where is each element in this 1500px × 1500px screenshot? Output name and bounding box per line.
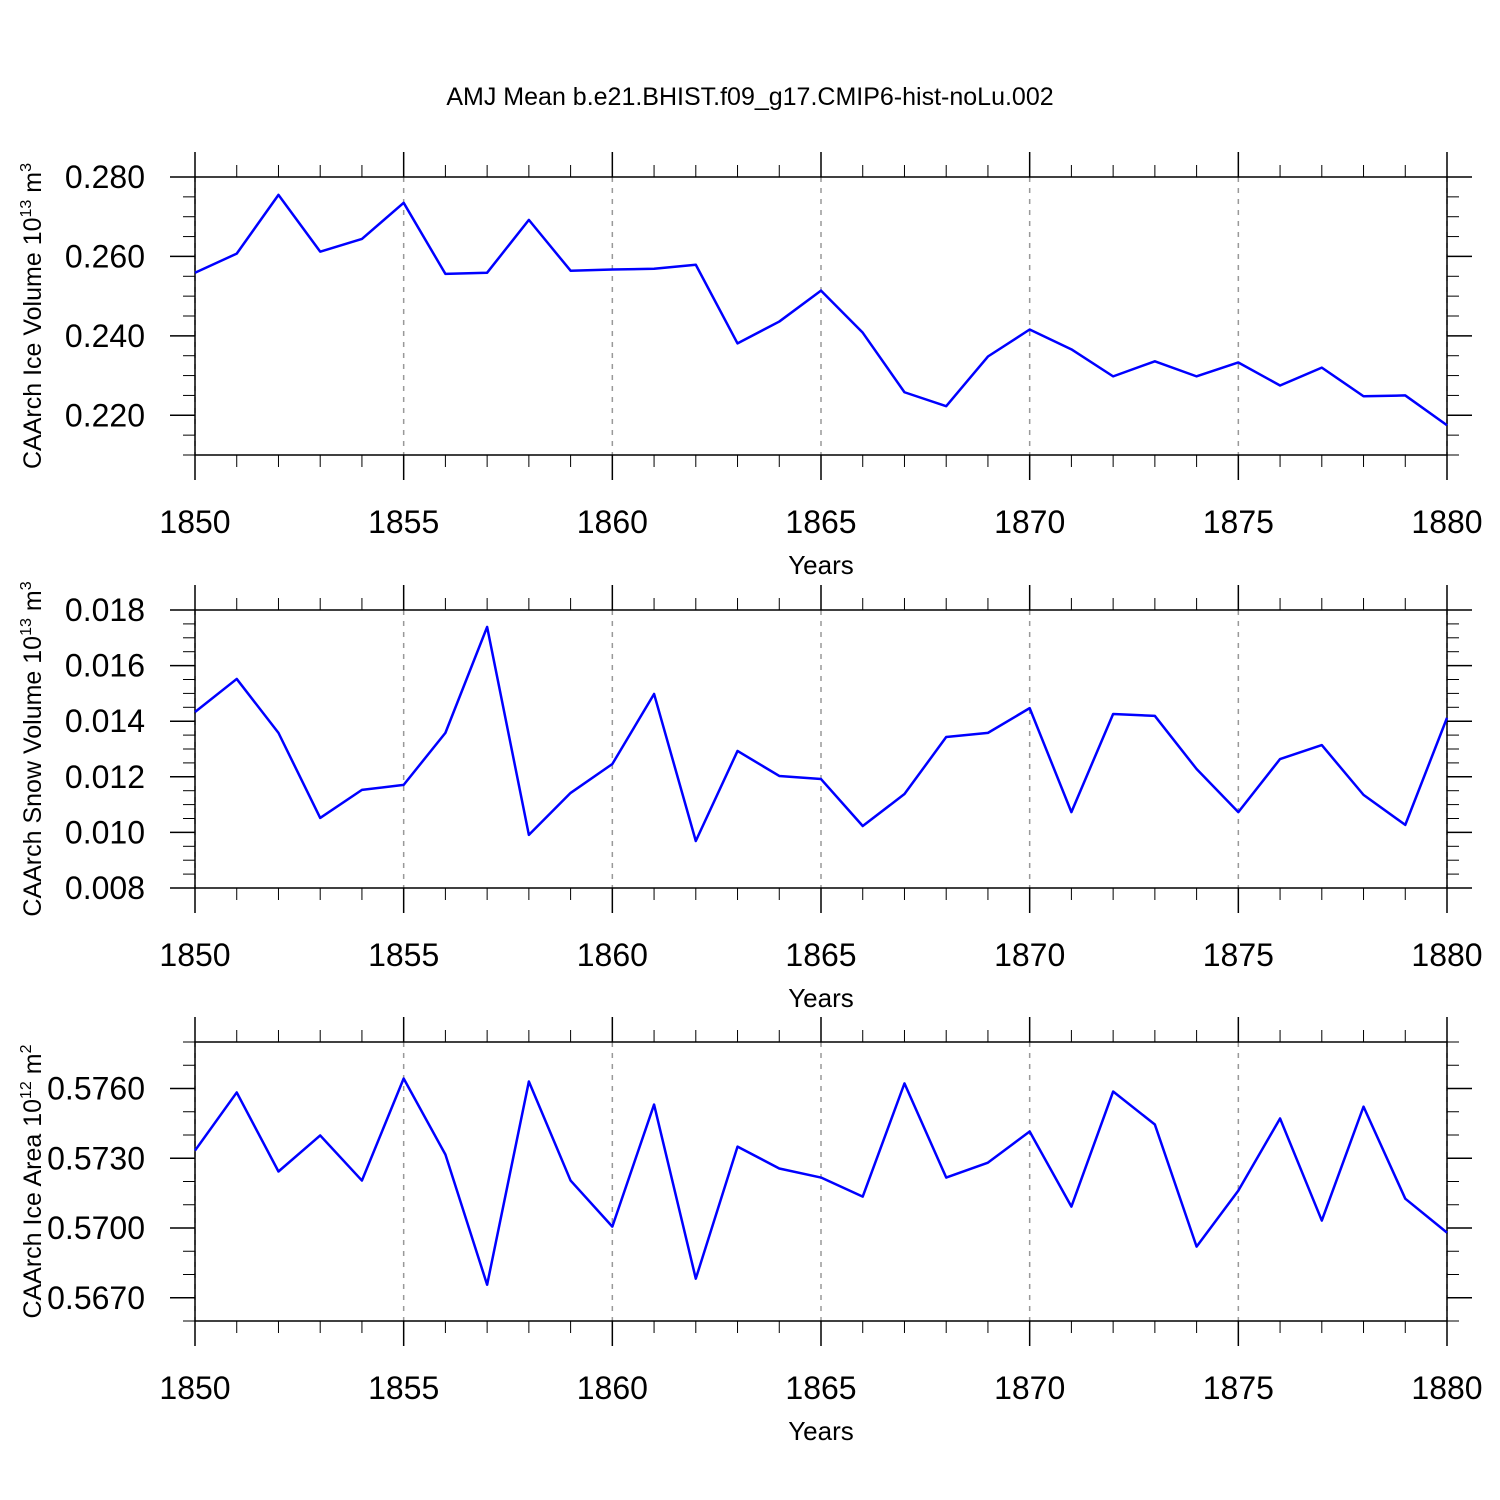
y-tick-label: 0.008 (65, 870, 145, 906)
x-tick-label: 1855 (368, 937, 439, 973)
x-tick-label: 1850 (159, 937, 230, 973)
data-line (193, 1077, 1448, 1286)
y-tick-label: 0.5760 (47, 1071, 145, 1107)
x-tick-label: 1855 (368, 1370, 439, 1406)
y-tick-label: 0.010 (65, 814, 145, 850)
y-tick-label: 0.018 (65, 592, 145, 628)
y-tick-label: 0.5700 (47, 1210, 145, 1246)
plot-frame (194, 1041, 1448, 1322)
x-axis-label: Years (788, 1416, 854, 1446)
x-axis-label: Years (788, 983, 854, 1013)
x-tick-label: 1875 (1203, 937, 1274, 973)
y-axis-label: CAArch Ice Volume 1013 m3 (18, 163, 47, 469)
y-tick-label: 0.5670 (47, 1280, 145, 1316)
x-tick-label: 1850 (159, 504, 230, 540)
x-tick-label: 1880 (1411, 937, 1482, 973)
y-tick-label: 0.5730 (47, 1140, 145, 1176)
data-line (194, 625, 1449, 843)
y-label-unit-exponent: 3 (18, 163, 35, 172)
x-tick-label: 1880 (1411, 504, 1482, 540)
y-label-unit-exponent: 2 (18, 1044, 35, 1053)
plot-frame (194, 609, 1448, 889)
x-tick-label: 1870 (994, 937, 1065, 973)
x-tick-label: 1855 (368, 504, 439, 540)
panel: 1850 1855 1860 1865 1870 1875 1880 0.008 0.010 0.… (18, 581, 1483, 1013)
x-tick-label: 1870 (994, 504, 1065, 540)
y-label-unit: m (19, 590, 47, 611)
y-tick-label: 0.014 (65, 703, 145, 739)
y-label-unit: m (19, 1053, 47, 1074)
y-tick-label: 0.240 (65, 318, 145, 354)
y-tick-label: 0.280 (65, 159, 145, 195)
x-tick-label: 1860 (577, 1370, 648, 1406)
y-label-unit: m (19, 172, 47, 193)
y-label-exponent: 12 (18, 1081, 35, 1099)
x-tick-label: 1865 (785, 937, 856, 973)
x-tick-label: 1875 (1203, 1370, 1274, 1406)
x-tick-label: 1860 (577, 937, 648, 973)
y-label-exponent: 13 (18, 200, 35, 218)
y-tick-label: 0.012 (65, 759, 145, 795)
data-line (194, 193, 1448, 427)
x-tick-label: 1870 (994, 1370, 1065, 1406)
x-tick-label: 1865 (785, 504, 856, 540)
panel: 1850 1855 1860 1865 1870 1875 1880 0.5670 0.5700… (18, 1017, 1483, 1446)
y-label-base: CAArch Snow Volume 10 (19, 636, 47, 917)
figure-title: AMJ Mean b.e21.BHIST.f09_g17.CMIP6-hist-… (446, 83, 1053, 111)
x-tick-label: 1880 (1411, 1370, 1482, 1406)
y-label-exponent: 13 (18, 618, 35, 636)
y-label-base: CAArch Ice Area 10 (19, 1099, 47, 1319)
plot-frame (194, 176, 1448, 456)
x-tick-label: 1875 (1203, 504, 1274, 540)
x-tick-label: 1850 (159, 1370, 230, 1406)
y-label-base: CAArch Ice Volume 10 (19, 218, 47, 470)
x-tick-label: 1865 (785, 1370, 856, 1406)
y-axis-label: CAArch Snow Volume 1013 m3 (18, 581, 47, 916)
y-tick-label: 0.220 (65, 397, 145, 433)
panel: 1850 1855 1860 1865 1870 1875 1880 0.220 0.240 0.… (18, 152, 1483, 580)
y-tick-label: 0.016 (65, 648, 145, 684)
y-axis-label: CAArch Ice Area 1012 m2 (18, 1044, 47, 1318)
y-label-unit-exponent: 3 (18, 581, 35, 590)
y-tick-label: 0.260 (65, 238, 145, 274)
x-axis-label: Years (788, 550, 854, 580)
x-tick-label: 1860 (577, 504, 648, 540)
